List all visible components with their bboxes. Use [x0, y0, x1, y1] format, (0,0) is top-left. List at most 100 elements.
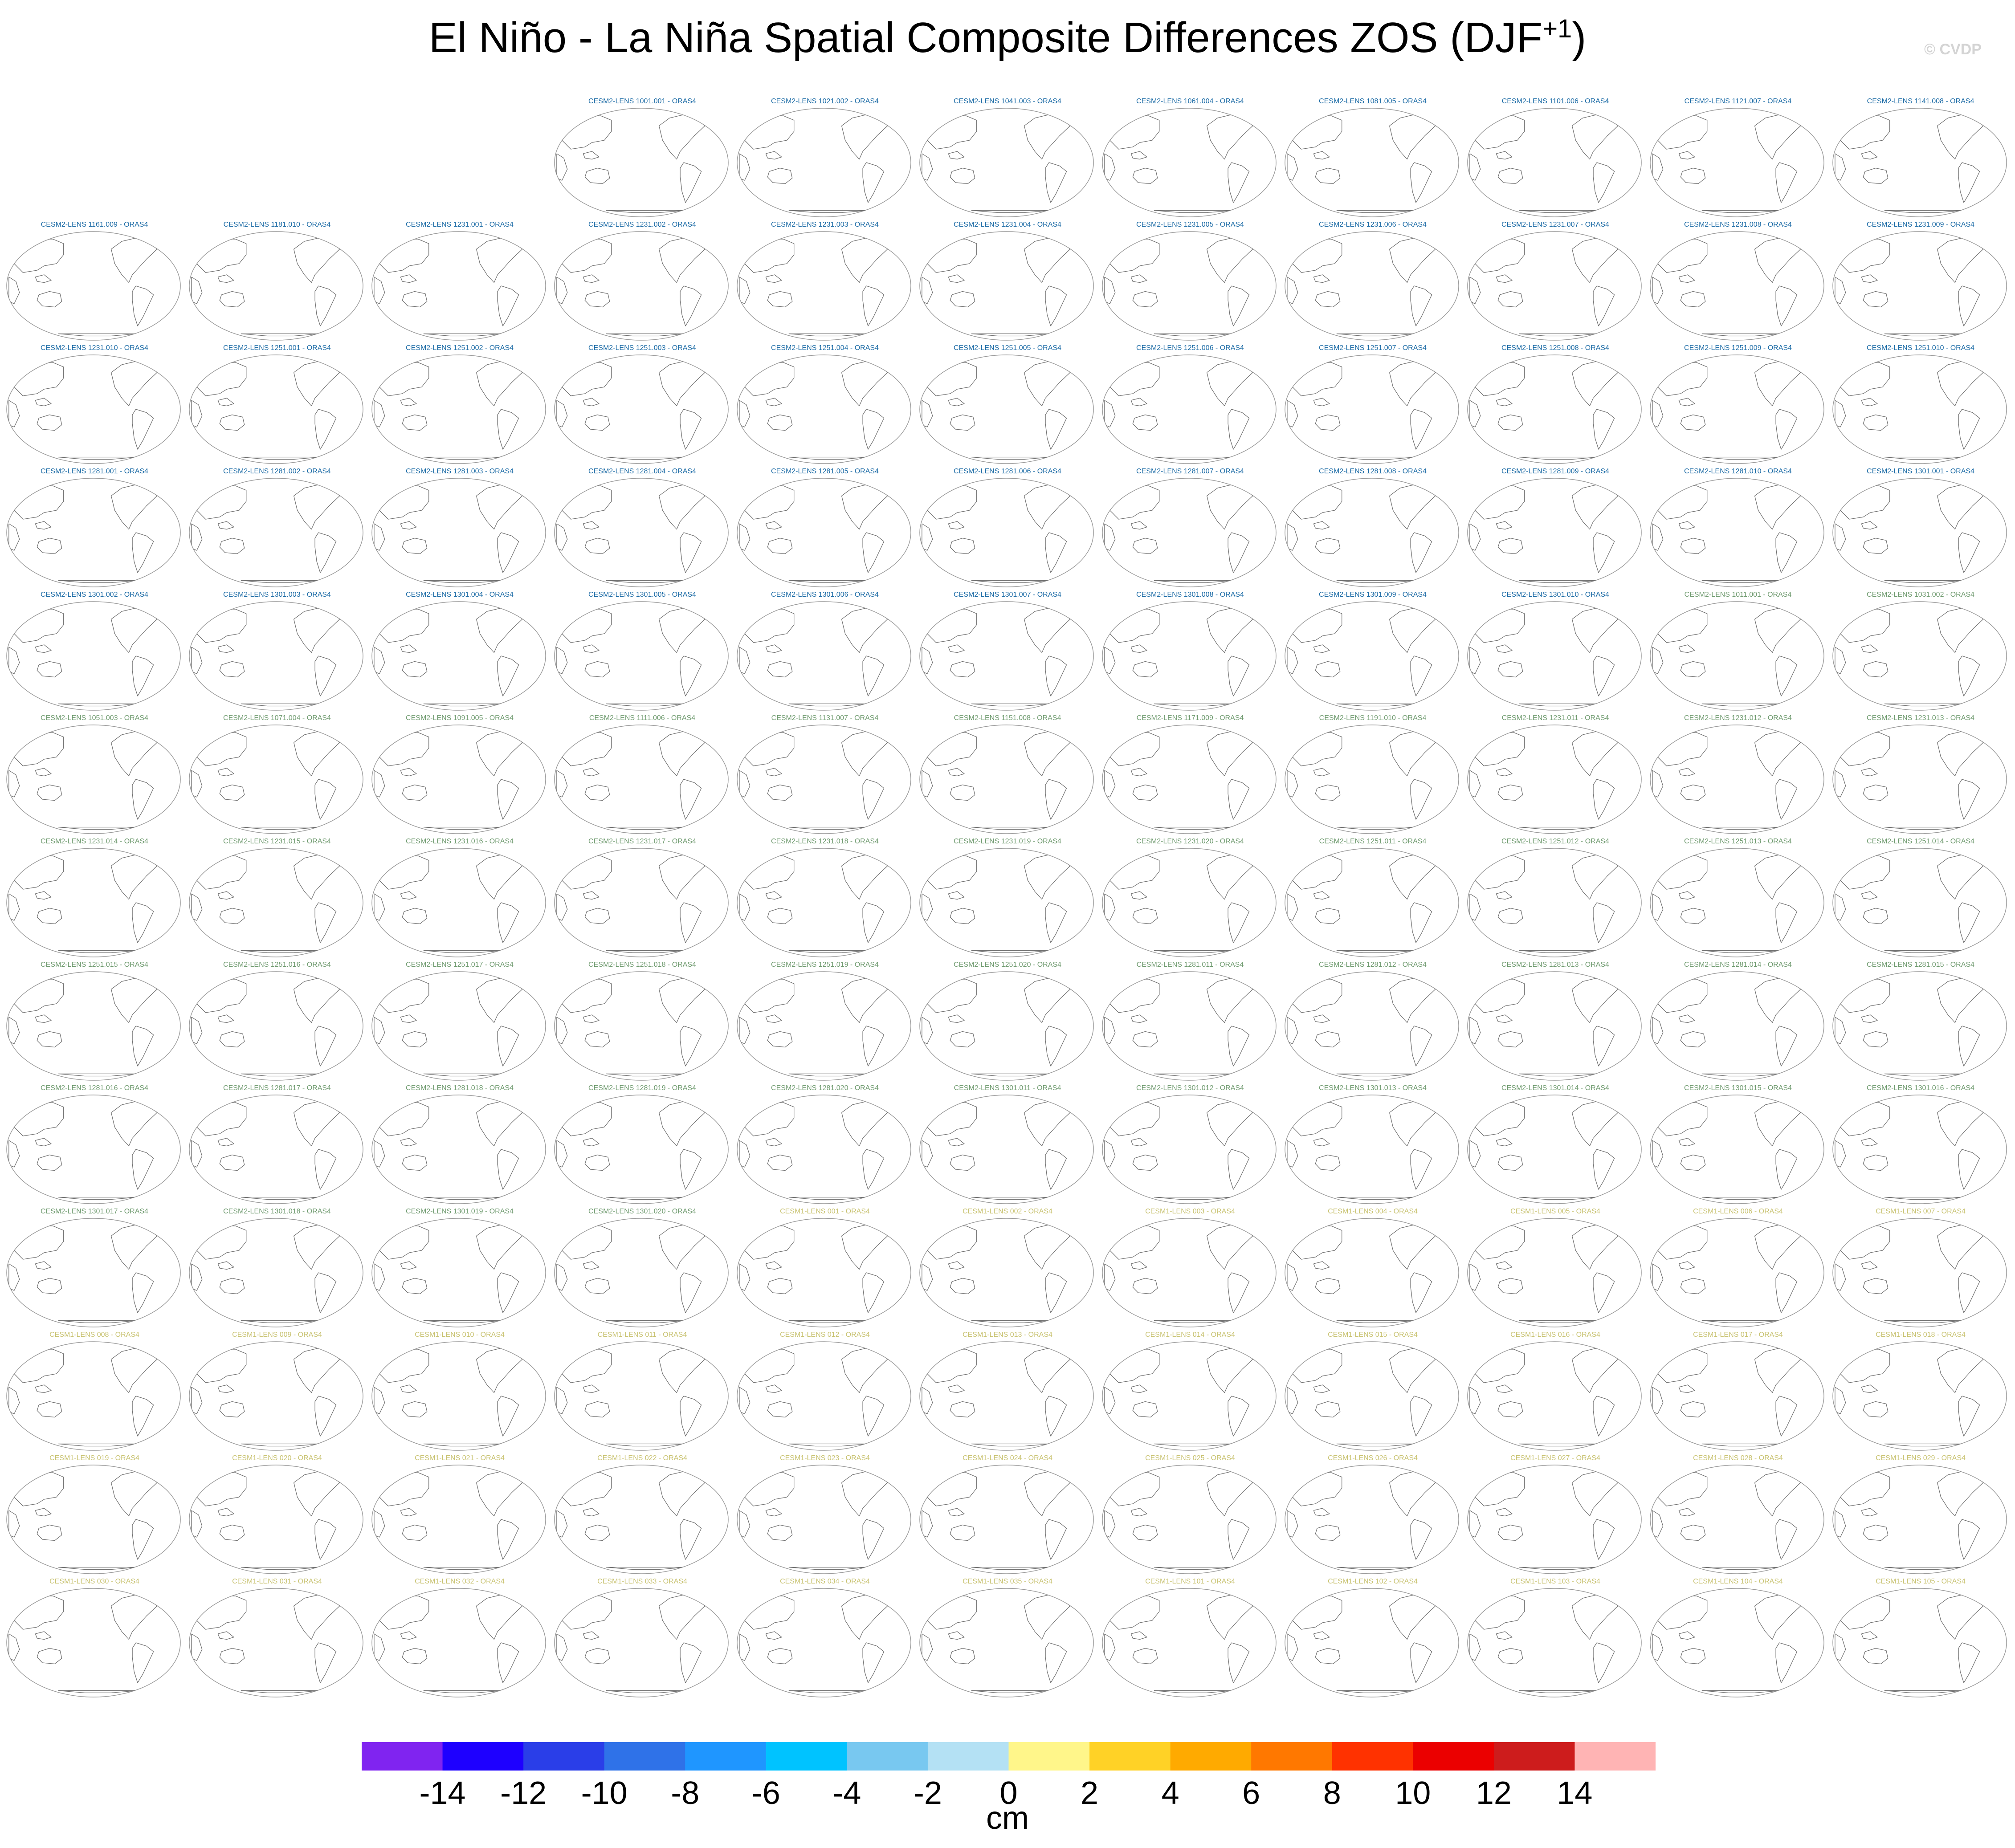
- map-boundary: [1467, 725, 1642, 834]
- world-map: [1285, 725, 1459, 834]
- map-panel: CESM2-LENS 1231.003 - ORAS4: [736, 220, 914, 342]
- map-panel: CESM2-LENS 1251.005 - ORAS4: [918, 344, 1097, 466]
- map-panel: CESM2-LENS 1281.018 - ORAS4: [371, 1084, 549, 1206]
- map-boundary: [554, 1341, 729, 1451]
- map-panel: CESM2-LENS 1281.020 - ORAS4: [736, 1084, 914, 1206]
- map-panel: CESM2-LENS 1281.005 - ORAS4: [736, 467, 914, 589]
- map-panel: CESM2-LENS 1031.002 - ORAS4: [1831, 590, 2010, 712]
- map-boundary: [1285, 231, 1459, 341]
- map-boundary: [189, 478, 363, 587]
- world-map: [371, 848, 546, 957]
- map-boundary: [189, 1588, 363, 1697]
- panel-title: CESM1-LENS 024 - ORAS4: [963, 1454, 1052, 1462]
- map-boundary: [1832, 848, 2007, 957]
- world-map: [189, 1465, 363, 1574]
- map-boundary: [737, 1588, 911, 1697]
- map-boundary: [1467, 1465, 1642, 1574]
- map-panel: CESM2-LENS 1281.006 - ORAS4: [918, 467, 1097, 589]
- world-map: [737, 601, 911, 711]
- world-map: [737, 1218, 911, 1327]
- coastlines: [1835, 604, 1991, 707]
- world-map: [1285, 848, 1459, 957]
- panel-title: CESM2-LENS 1251.019 - ORAS4: [771, 961, 879, 969]
- map-panel: CESM2-LENS 1301.004 - ORAS4: [371, 590, 549, 712]
- world-map: [1102, 1218, 1277, 1327]
- panel-title: CESM2-LENS 1231.003 - ORAS4: [771, 221, 879, 228]
- panel-title: CESM1-LENS 021 - ORAS4: [415, 1454, 505, 1462]
- title-superscript: +1: [1542, 14, 1572, 43]
- map-panel: CESM2-LENS 1301.017 - ORAS4: [5, 1207, 184, 1329]
- coastlines: [1469, 728, 1626, 830]
- panel-title: CESM2-LENS 1251.015 - ORAS4: [41, 961, 148, 969]
- map-boundary: [1650, 601, 1824, 711]
- panel-title: CESM2-LENS 1231.007 - ORAS4: [1501, 221, 1609, 228]
- map-panel: CESM2-LENS 1121.007 - ORAS4: [1649, 97, 1827, 219]
- colorbar-segment: [442, 1742, 524, 1771]
- world-map: [554, 848, 729, 957]
- map-boundary: [371, 1341, 546, 1451]
- map-panel: CESM2-LENS 1281.015 - ORAS4: [1831, 961, 2010, 1083]
- map-panel: CESM1-LENS 032 - ORAS4: [371, 1577, 549, 1699]
- map-boundary: [919, 354, 1094, 464]
- map-panel: CESM2-LENS 1281.002 - ORAS4: [188, 467, 366, 589]
- world-map: [554, 1465, 729, 1574]
- panel-title: CESM1-LENS 022 - ORAS4: [597, 1454, 687, 1462]
- map-panel: CESM1-LENS 024 - ORAS4: [918, 1454, 1097, 1576]
- map-boundary: [1832, 725, 2007, 834]
- coastlines: [1104, 1221, 1260, 1323]
- panel-title: CESM2-LENS 1231.011 - ORAS4: [1501, 714, 1609, 722]
- world-map: [737, 354, 911, 464]
- panel-title: CESM1-LENS 012 - ORAS4: [780, 1331, 870, 1339]
- panel-title: CESM1-LENS 103 - ORAS4: [1510, 1578, 1600, 1585]
- map-boundary: [554, 601, 729, 711]
- map-boundary: [189, 1465, 363, 1574]
- map-boundary: [1102, 848, 1277, 957]
- world-map: [554, 601, 729, 711]
- map-boundary: [1832, 231, 2007, 341]
- panel-title: CESM1-LENS 035 - ORAS4: [963, 1578, 1052, 1585]
- panel-title: CESM2-LENS 1251.010 - ORAS4: [1867, 344, 1974, 352]
- panel-title: CESM2-LENS 1301.004 - ORAS4: [406, 591, 514, 598]
- panel-title: CESM2-LENS 1251.016 - ORAS4: [223, 961, 331, 969]
- map-panel: CESM2-LENS 1171.009 - ORAS4: [1101, 714, 1279, 836]
- map-panel: CESM1-LENS 026 - ORAS4: [1284, 1454, 1462, 1576]
- world-map: [1650, 1465, 1824, 1574]
- map-boundary: [919, 725, 1094, 834]
- panel-title: CESM2-LENS 1021.002 - ORAS4: [771, 98, 879, 105]
- map-panel: CESM2-LENS 1071.004 - ORAS4: [188, 714, 366, 836]
- world-map: [554, 354, 729, 464]
- panel-title: CESM2-LENS 1151.008 - ORAS4: [954, 714, 1061, 722]
- coastlines: [1104, 481, 1260, 583]
- map-boundary: [189, 601, 363, 711]
- map-boundary: [1832, 1465, 2007, 1574]
- world-map: [1285, 354, 1459, 464]
- world-map: [737, 1095, 911, 1204]
- map-panel: CESM2-LENS 1301.012 - ORAS4: [1101, 1084, 1279, 1206]
- world-map: [1102, 108, 1277, 217]
- map-panel: CESM2-LENS 1301.020 - ORAS4: [553, 1207, 731, 1329]
- panel-title: CESM2-LENS 1281.012 - ORAS4: [1319, 961, 1427, 969]
- panel-title: CESM2-LENS 1131.007 - ORAS4: [771, 714, 879, 722]
- world-map: [919, 1341, 1094, 1451]
- map-boundary: [1102, 601, 1277, 711]
- world-map: [1285, 1095, 1459, 1204]
- world-map: [1285, 478, 1459, 587]
- colorbar: -14 -12 -10 -8 -6 -4 -2 0 2 4 6 8 10 12 14: [362, 1742, 1656, 1811]
- world-map: [1832, 1588, 2007, 1697]
- world-map: [1285, 1341, 1459, 1451]
- colorbar-tick-label: -2: [913, 1775, 942, 1811]
- coastlines: [1652, 851, 1808, 953]
- map-panel: CESM2-LENS 1301.003 - ORAS4: [188, 590, 366, 712]
- world-map: [371, 725, 546, 834]
- map-boundary: [1102, 1465, 1277, 1574]
- colorbar-segment: [1170, 1742, 1252, 1771]
- colorbar-tick-label: 8: [1323, 1775, 1341, 1811]
- map-boundary: [1285, 1095, 1459, 1204]
- world-map: [1650, 971, 1824, 1081]
- colorbar-segment: [1413, 1742, 1494, 1771]
- map-boundary: [1832, 1588, 2007, 1697]
- map-panel: CESM2-LENS 1301.009 - ORAS4: [1284, 590, 1462, 712]
- map-boundary: [1650, 108, 1824, 217]
- map-boundary: [6, 848, 181, 957]
- world-map: [189, 601, 363, 711]
